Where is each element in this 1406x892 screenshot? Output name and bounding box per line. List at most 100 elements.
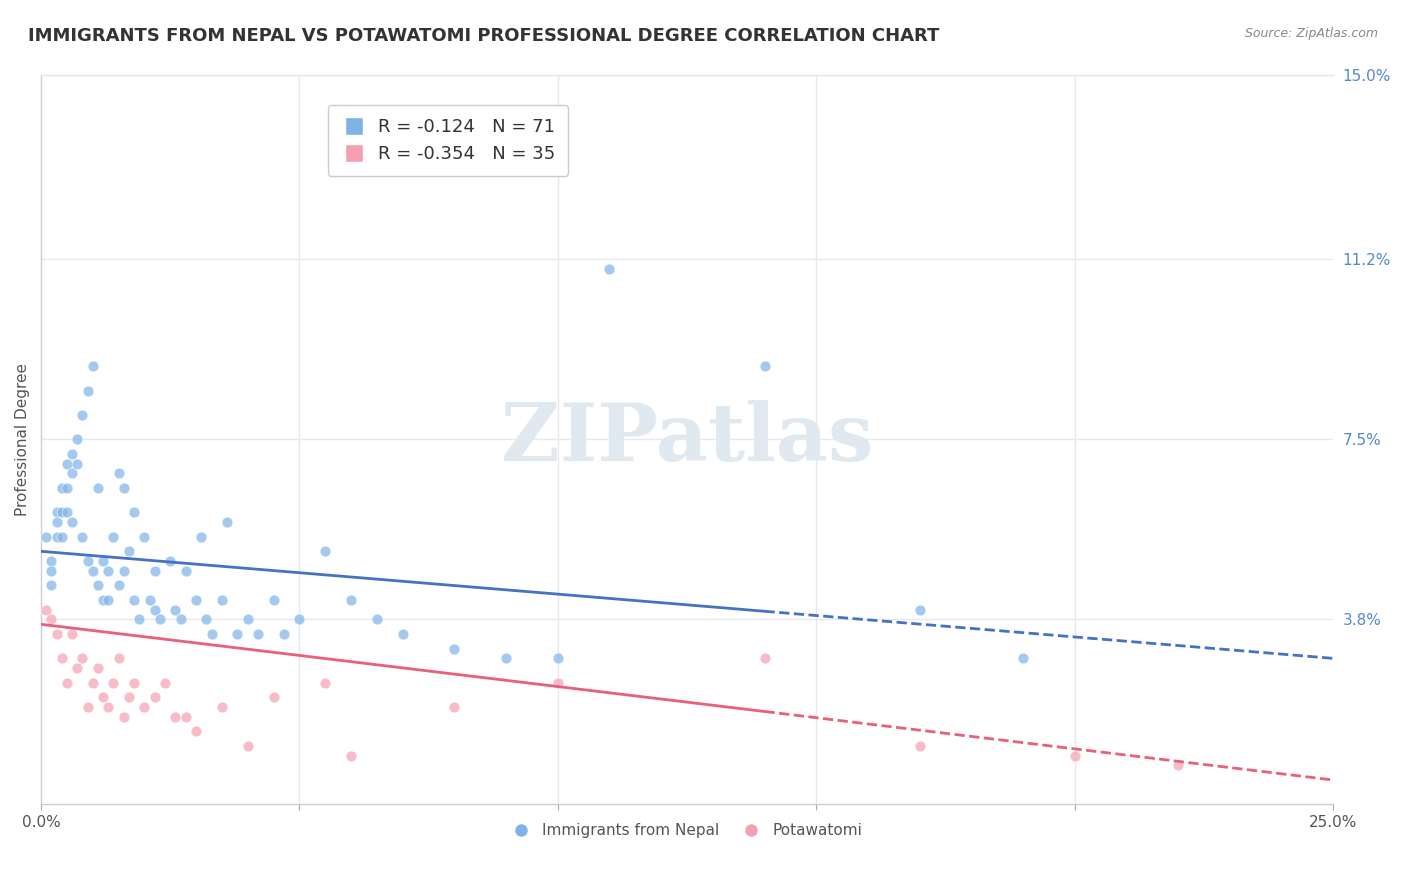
- Point: [41, 612, 63, 626]
- Point: [51, 530, 73, 544]
- Point: [159, 554, 181, 568]
- Point: [217, 515, 239, 529]
- Point: [56, 457, 79, 471]
- Point: [76, 554, 98, 568]
- Point: [56, 675, 79, 690]
- Point: [184, 593, 207, 607]
- Point: [174, 564, 197, 578]
- Point: [87, 481, 110, 495]
- Point: [165, 710, 187, 724]
- Point: [76, 384, 98, 398]
- Point: [263, 690, 285, 705]
- Text: Source: ZipAtlas.com: Source: ZipAtlas.com: [1244, 27, 1378, 40]
- Point: [211, 593, 233, 607]
- Point: [165, 603, 187, 617]
- Point: [226, 627, 249, 641]
- Point: [72, 530, 94, 544]
- Point: [97, 593, 120, 607]
- Point: [51, 481, 73, 495]
- Point: [112, 710, 135, 724]
- Point: [1167, 758, 1189, 772]
- Point: [247, 627, 270, 641]
- Point: [51, 505, 73, 519]
- Point: [107, 651, 129, 665]
- Point: [443, 700, 465, 714]
- Point: [41, 578, 63, 592]
- Point: [314, 544, 336, 558]
- Point: [66, 661, 89, 675]
- Point: [195, 612, 218, 626]
- Point: [138, 593, 160, 607]
- Point: [754, 359, 776, 374]
- Point: [495, 651, 517, 665]
- Point: [91, 554, 114, 568]
- Point: [56, 481, 79, 495]
- Text: IMMIGRANTS FROM NEPAL VS POTAWATOMI PROFESSIONAL DEGREE CORRELATION CHART: IMMIGRANTS FROM NEPAL VS POTAWATOMI PROF…: [28, 27, 939, 45]
- Y-axis label: Professional Degree: Professional Degree: [15, 363, 30, 516]
- Point: [908, 603, 931, 617]
- Point: [107, 467, 129, 481]
- Point: [97, 700, 120, 714]
- Point: [443, 641, 465, 656]
- Point: [143, 564, 166, 578]
- Point: [103, 530, 125, 544]
- Point: [908, 739, 931, 753]
- Point: [87, 661, 110, 675]
- Point: [273, 627, 295, 641]
- Point: [1063, 748, 1085, 763]
- Point: [66, 433, 89, 447]
- Point: [87, 578, 110, 592]
- Point: [91, 593, 114, 607]
- Point: [122, 505, 145, 519]
- Point: [51, 651, 73, 665]
- Point: [236, 612, 259, 626]
- Point: [547, 675, 569, 690]
- Point: [122, 593, 145, 607]
- Point: [314, 675, 336, 690]
- Point: [97, 564, 120, 578]
- Point: [754, 651, 776, 665]
- Point: [82, 564, 104, 578]
- Point: [72, 408, 94, 422]
- Point: [103, 675, 125, 690]
- Point: [190, 530, 212, 544]
- Point: [174, 710, 197, 724]
- Point: [366, 612, 388, 626]
- Point: [45, 505, 67, 519]
- Point: [153, 675, 176, 690]
- Point: [201, 627, 224, 641]
- Point: [118, 690, 141, 705]
- Point: [391, 627, 413, 641]
- Point: [60, 627, 83, 641]
- Point: [35, 603, 58, 617]
- Point: [35, 530, 58, 544]
- Point: [236, 739, 259, 753]
- Point: [112, 564, 135, 578]
- Point: [128, 612, 150, 626]
- Point: [598, 262, 620, 277]
- Point: [122, 675, 145, 690]
- Text: ZIPatlas: ZIPatlas: [501, 401, 873, 478]
- Point: [547, 651, 569, 665]
- Point: [60, 447, 83, 461]
- Point: [107, 578, 129, 592]
- Point: [41, 554, 63, 568]
- Legend: Immigrants from Nepal, Potawatomi: Immigrants from Nepal, Potawatomi: [505, 817, 869, 844]
- Point: [45, 627, 67, 641]
- Point: [169, 612, 191, 626]
- Point: [143, 603, 166, 617]
- Point: [56, 505, 79, 519]
- Point: [340, 748, 363, 763]
- Point: [288, 612, 311, 626]
- Point: [60, 467, 83, 481]
- Point: [112, 481, 135, 495]
- Point: [143, 690, 166, 705]
- Point: [184, 724, 207, 739]
- Point: [340, 593, 363, 607]
- Point: [263, 593, 285, 607]
- Point: [45, 515, 67, 529]
- Point: [82, 675, 104, 690]
- Point: [82, 359, 104, 374]
- Point: [72, 651, 94, 665]
- Point: [134, 530, 156, 544]
